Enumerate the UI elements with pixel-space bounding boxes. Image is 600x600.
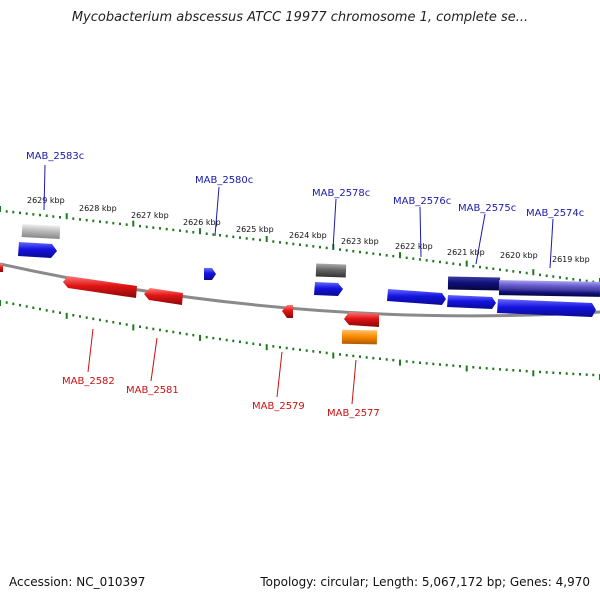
gene-mab-2581[interactable] — [144, 288, 183, 305]
kbp-label: 2619 kbp — [552, 255, 590, 264]
reverse-genes — [63, 276, 379, 345]
gene-grey-top-left[interactable] — [21, 224, 61, 239]
kbp-label: 2624 kbp — [289, 231, 327, 240]
gene-mab-2580c[interactable] — [204, 268, 216, 280]
kbp-label: 2620 kbp — [500, 251, 538, 260]
forward-genes — [0, 224, 600, 317]
label-mab-2576c[interactable]: MAB_2576c — [393, 196, 451, 207]
kbp-label: 2623 kbp — [341, 237, 379, 246]
kbp-label: 2627 kbp — [131, 211, 169, 220]
outer-ruler — [0, 206, 600, 284]
gene-grey-mid[interactable] — [315, 263, 347, 278]
label-mab-2578c[interactable]: MAB_2578c — [312, 188, 370, 199]
gene-labels: MAB_2583c MAB_2580c MAB_2578c MAB_2576c … — [26, 151, 584, 419]
map-title: Mycobacterium abscessus ATCC 19977 chrom… — [71, 10, 529, 25]
label-mab-2575c[interactable]: MAB_2575c — [458, 203, 516, 214]
label-mab-2574c[interactable]: MAB_2574c — [526, 208, 584, 219]
kbp-labels: 2629 kbp 2628 kbp 2627 kbp 2626 kbp 2625 kbp… — [27, 196, 590, 264]
accession-text: Accession: NC_010397 — [9, 575, 146, 589]
label-mab-2583c[interactable]: MAB_2583c — [26, 151, 84, 162]
label-mab-2580c[interactable]: MAB_2580c — [195, 175, 253, 186]
label-mab-2577[interactable]: MAB_2577 — [327, 408, 380, 419]
inner-ruler — [0, 300, 600, 380]
label-mab-2579[interactable]: MAB_2579 — [252, 401, 305, 412]
gene-mab-2574c-upper[interactable] — [498, 280, 600, 292]
gene-mab-2574c-band[interactable] — [498, 289, 600, 297]
gene-mab-2577[interactable] — [344, 312, 379, 327]
kbp-label: 2629 kbp — [27, 196, 65, 205]
gene-mab-2582[interactable] — [63, 276, 137, 298]
gene-mab-2575c-upper[interactable] — [447, 276, 501, 291]
kbp-label: 2625 kbp — [236, 225, 274, 234]
label-mab-2581[interactable]: MAB_2581 — [126, 385, 179, 396]
gene-mab-2574c[interactable] — [497, 299, 596, 317]
kbp-label: 2622 kbp — [395, 242, 433, 251]
gene-orange[interactable] — [341, 329, 378, 345]
gene-mab-2576c[interactable] — [387, 289, 446, 305]
gene-mab-2578c[interactable] — [314, 282, 343, 296]
gene-edge-left[interactable] — [0, 264, 3, 272]
label-mab-2582[interactable]: MAB_2582 — [62, 376, 115, 387]
gene-mab-2579[interactable] — [282, 305, 293, 318]
kbp-label: 2628 kbp — [79, 204, 117, 213]
genome-summary: Topology: circular; Length: 5,067,172 bp… — [260, 575, 590, 589]
gene-mab-2583c[interactable] — [18, 242, 57, 258]
kbp-label: 2626 kbp — [183, 218, 221, 227]
kbp-label: 2621 kbp — [447, 248, 485, 257]
gene-mab-2575c[interactable] — [447, 295, 496, 309]
